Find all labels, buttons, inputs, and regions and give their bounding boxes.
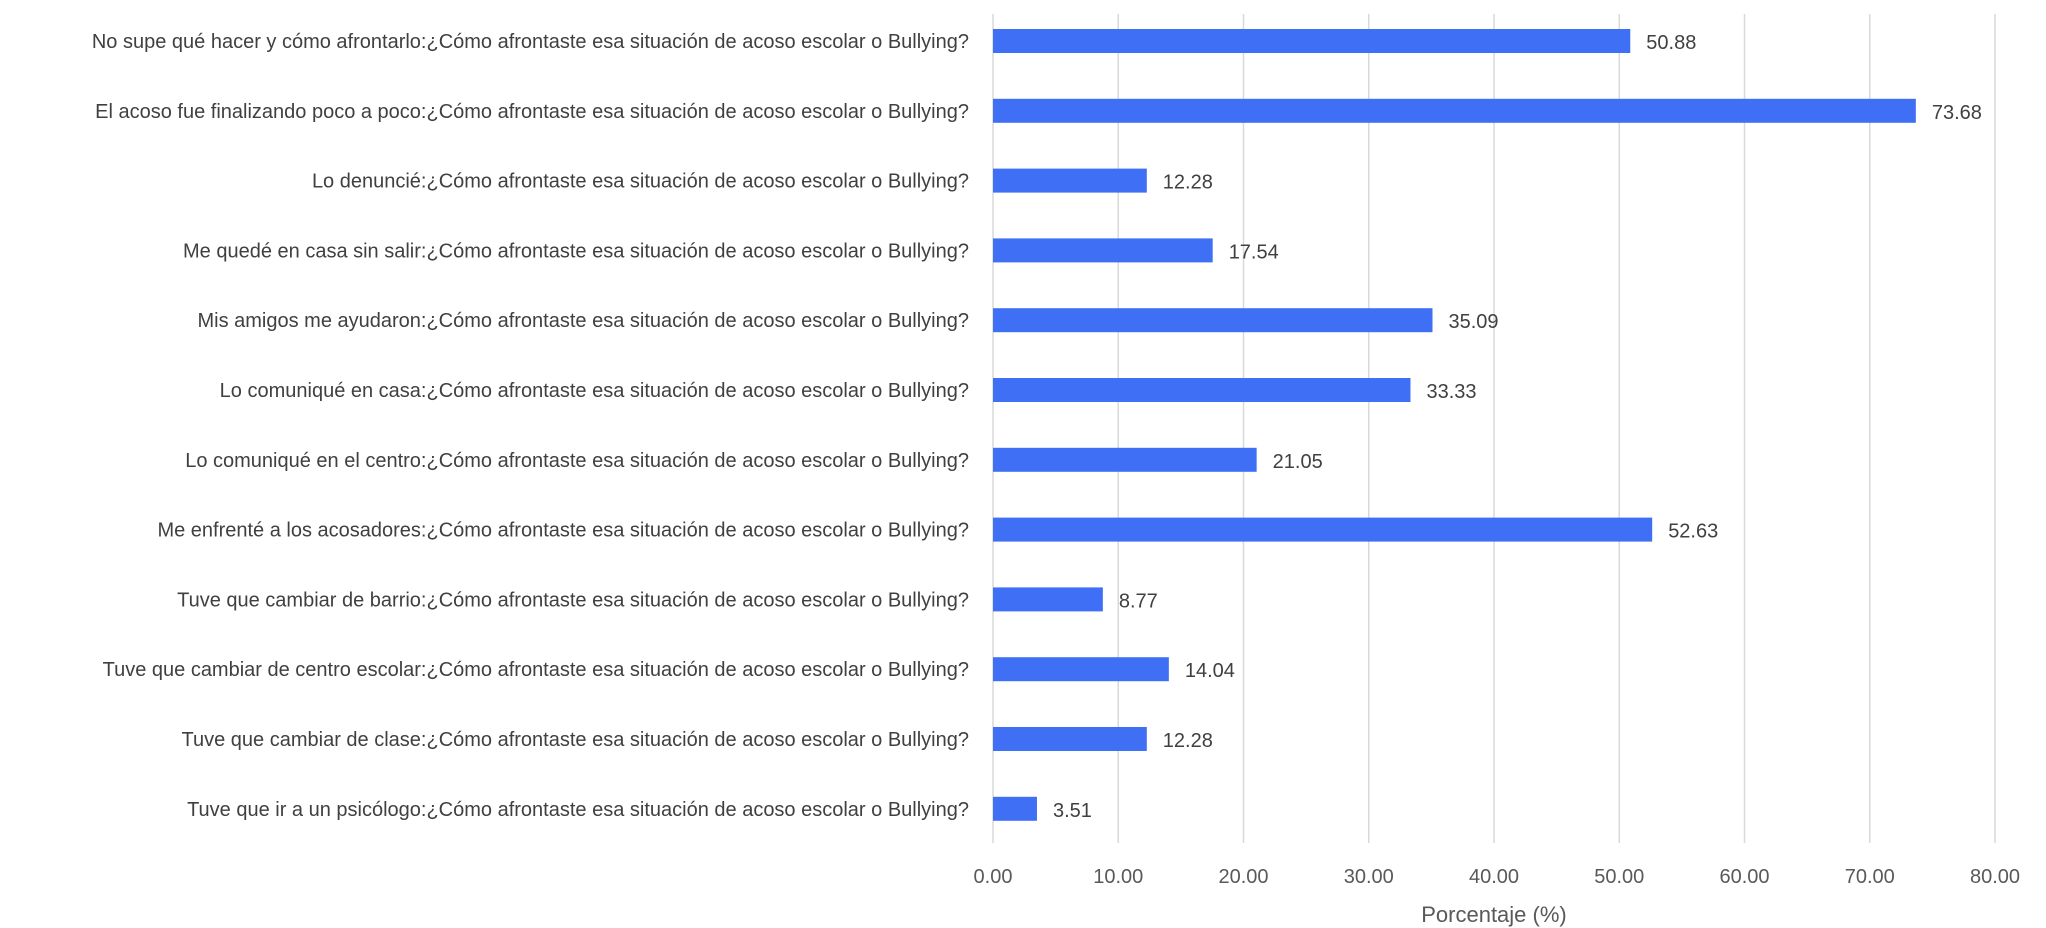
category-label-8: Tuve que cambiar de barrio:¿Cómo afronta… xyxy=(177,589,969,611)
data-label-1: 73.68 xyxy=(1932,102,1982,124)
data-label-5: 33.33 xyxy=(1426,381,1476,403)
bar-3 xyxy=(993,238,1213,263)
x-tick-label-0: 0.00 xyxy=(974,866,1013,888)
gridlines xyxy=(992,14,1996,843)
category-label-1: El acoso fue finalizando poco a poco:¿Có… xyxy=(95,101,969,123)
category-label-9: Tuve que cambiar de centro escolar:¿Cómo… xyxy=(103,659,969,681)
bar-9 xyxy=(993,657,1169,682)
x-tick-label-6: 60.00 xyxy=(1719,866,1769,888)
data-label-11: 3.51 xyxy=(1053,800,1092,822)
bar-10 xyxy=(993,727,1147,751)
x-tick-label-7: 70.00 xyxy=(1845,866,1895,888)
x-tick-label-8: 80.00 xyxy=(1970,866,2020,888)
data-labels: 50.88 73.68 12.28 17.54 35.09 33.33 21.05 52.63… xyxy=(1053,32,1982,822)
data-label-6: 21.05 xyxy=(1273,451,1323,473)
bar-5 xyxy=(993,378,1411,402)
data-label-10: 12.28 xyxy=(1163,730,1213,752)
data-label-7: 52.63 xyxy=(1668,521,1718,543)
category-label-0: No supe qué hacer y cómo afrontarlo:¿Cóm… xyxy=(92,31,969,53)
x-tick-label-2: 20.00 xyxy=(1218,866,1268,888)
bar-0 xyxy=(993,29,1631,53)
data-label-2: 12.28 xyxy=(1163,172,1213,194)
data-label-9: 14.04 xyxy=(1185,660,1235,682)
bar-7 xyxy=(993,517,1653,542)
bar-6 xyxy=(993,447,1257,472)
x-axis-ticks: 0.00 10.00 20.00 30.00 40.00 50.00 60.00 70.00 8… xyxy=(974,866,2021,888)
category-label-11: Tuve que ir a un psicólogo:¿Cómo afronta… xyxy=(187,799,969,821)
bars xyxy=(993,29,1916,821)
bar-1 xyxy=(993,98,1916,123)
data-label-0: 50.88 xyxy=(1646,32,1696,54)
category-labels: No supe qué hacer y cómo afrontarlo:¿Cóm… xyxy=(92,31,969,821)
bar-4 xyxy=(993,308,1433,333)
category-label-6: Lo comuniqué en el centro:¿Cómo afrontas… xyxy=(185,450,969,472)
x-tick-label-5: 50.00 xyxy=(1594,866,1644,888)
x-tick-label-3: 30.00 xyxy=(1344,866,1394,888)
category-label-2: Lo denuncié:¿Cómo afrontaste esa situaci… xyxy=(312,171,969,193)
category-label-10: Tuve que cambiar de clase:¿Cómo afrontas… xyxy=(182,729,969,751)
data-label-8: 8.77 xyxy=(1119,590,1158,612)
bar-2 xyxy=(993,168,1147,193)
x-axis-title: Porcentaje (%) xyxy=(1421,902,1567,927)
x-tick-label-1: 10.00 xyxy=(1093,866,1143,888)
x-tick-label-4: 40.00 xyxy=(1469,866,1519,888)
bar-11 xyxy=(993,796,1037,821)
data-label-3: 17.54 xyxy=(1229,241,1279,263)
category-label-3: Me quedé en casa sin salir:¿Cómo afronta… xyxy=(183,240,969,262)
bar-8 xyxy=(993,587,1103,612)
data-label-4: 35.09 xyxy=(1449,311,1499,333)
category-label-4: Mis amigos me ayudaron:¿Cómo afrontaste … xyxy=(197,310,969,332)
category-label-7: Me enfrenté a los acosadores:¿Cómo afron… xyxy=(157,520,969,542)
category-label-5: Lo comuniqué en casa:¿Cómo afrontaste es… xyxy=(220,380,969,402)
